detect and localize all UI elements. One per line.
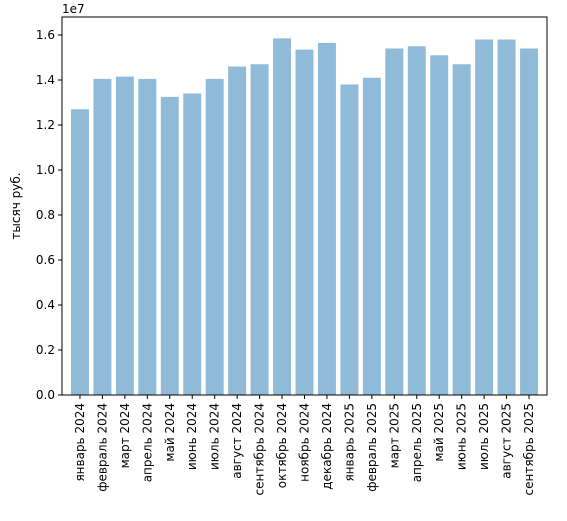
bar <box>362 77 381 395</box>
bar <box>497 39 516 395</box>
x-tick-label: сентябрь 2024 <box>253 403 267 495</box>
x-tick-label: июнь 2024 <box>185 403 199 470</box>
bar <box>452 64 471 395</box>
bar <box>183 93 202 395</box>
y-offset-text: 1e7 <box>62 2 85 16</box>
bar <box>250 64 269 395</box>
bar <box>407 46 426 395</box>
x-tick-label: октябрь 2024 <box>275 403 289 488</box>
bar <box>160 96 179 395</box>
x-tick-label: декабрь 2024 <box>320 403 334 490</box>
x-tick-label: февраль 2025 <box>365 403 379 492</box>
bar <box>273 38 292 395</box>
bar <box>430 55 449 395</box>
x-tick-label: ноябрь 2024 <box>298 403 312 482</box>
x-tick-label: январь 2024 <box>73 403 87 482</box>
bar <box>385 48 404 395</box>
bar <box>520 48 539 395</box>
bar <box>70 109 89 395</box>
bar <box>205 78 224 395</box>
x-tick-label: март 2024 <box>118 403 132 468</box>
x-tick-label: февраль 2024 <box>95 403 109 492</box>
x-tick-label: июнь 2025 <box>455 403 469 470</box>
y-tick-label: 1.2 <box>36 118 55 132</box>
plot-frame <box>61 16 548 396</box>
x-axis: январь 2024 февраль 2024 март 2024 апрель 2… <box>73 395 536 495</box>
y-tick-label: 1.6 <box>36 28 55 42</box>
y-tick-label: 0.4 <box>36 298 55 312</box>
y-tick-label: 0.8 <box>36 208 55 222</box>
y-tick-label: 1.4 <box>36 73 55 87</box>
bar <box>228 66 247 395</box>
bar <box>340 84 359 395</box>
bar <box>475 39 494 395</box>
bar <box>115 76 134 395</box>
x-tick-label: июль 2024 <box>208 403 222 470</box>
bar <box>93 78 112 395</box>
y-tick-label: 0.6 <box>36 253 55 267</box>
x-tick-label: апрель 2025 <box>410 403 424 482</box>
bar <box>317 42 336 395</box>
x-tick-label: август 2025 <box>500 403 514 479</box>
y-axis: 0.0 0.2 0.4 0.6 0.8 1.0 1.2 1.4 1.6 <box>36 28 62 402</box>
y-axis-label: тысяч руб. <box>9 172 23 239</box>
bar <box>295 49 314 395</box>
x-tick-label: май 2025 <box>432 403 446 462</box>
y-tick-label: 1.0 <box>36 163 55 177</box>
bars-group <box>70 38 539 395</box>
x-tick-label: май 2024 <box>163 403 177 462</box>
x-tick-label: январь 2025 <box>342 403 356 482</box>
y-tick-label: 0.0 <box>36 388 55 402</box>
x-tick-label: сентябрь 2025 <box>522 403 536 495</box>
x-tick-label: март 2025 <box>387 403 401 468</box>
x-tick-label: август 2024 <box>230 403 244 479</box>
bar <box>138 78 157 395</box>
x-tick-label: июль 2025 <box>477 403 491 470</box>
x-tick-label: апрель 2024 <box>140 403 154 482</box>
y-tick-label: 0.2 <box>36 343 55 357</box>
